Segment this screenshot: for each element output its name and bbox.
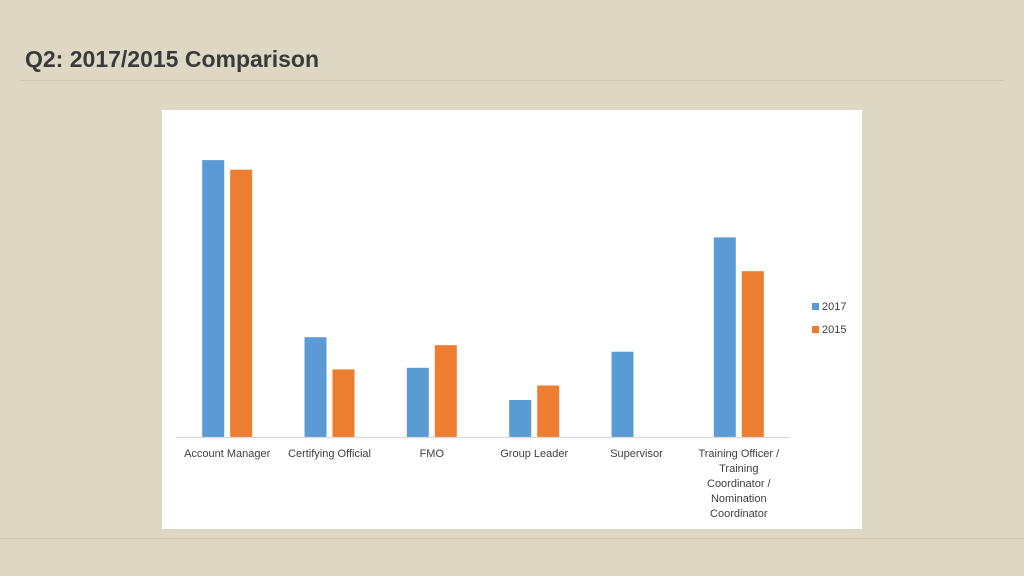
bar-2015-0: [230, 169, 253, 437]
bar-2015-1: [332, 369, 355, 437]
bar-2017-4: [611, 351, 634, 437]
x-tick-label: FMO: [420, 448, 445, 460]
bar-2017-2: [406, 367, 429, 437]
x-tick-label: Supervisor: [610, 448, 663, 460]
bar-2017-0: [202, 160, 225, 437]
x-tick-label: Certifying Official: [288, 448, 371, 460]
bar-2015-2: [434, 345, 457, 437]
legend-swatch-2017: [812, 303, 819, 310]
title-divider: [20, 80, 1004, 81]
x-tick-label: Group Leader: [500, 448, 568, 460]
bar-chart: Account Manager Certifying Official FMO Gro…: [176, 160, 846, 520]
legend-swatch-2015: [812, 326, 819, 333]
bar-2017-5: [713, 237, 736, 437]
x-tick-label: Account Manager: [184, 448, 271, 460]
slide-title: Q2: 2017/2015 Comparison: [25, 46, 320, 72]
bar-2017-1: [304, 337, 327, 437]
legend-label-2017: 2017: [822, 301, 846, 313]
chart-container: Account Manager Certifying Official FMO Gro…: [162, 110, 862, 529]
x-tick-label: Training Officer / Training Coordinator / N…: [698, 448, 780, 520]
bar-2017-3: [509, 400, 532, 437]
footer-divider: [0, 538, 1024, 539]
bar-2015-3: [537, 385, 560, 437]
bar-2015-5: [741, 271, 764, 437]
legend-label-2015: 2015: [822, 324, 846, 336]
